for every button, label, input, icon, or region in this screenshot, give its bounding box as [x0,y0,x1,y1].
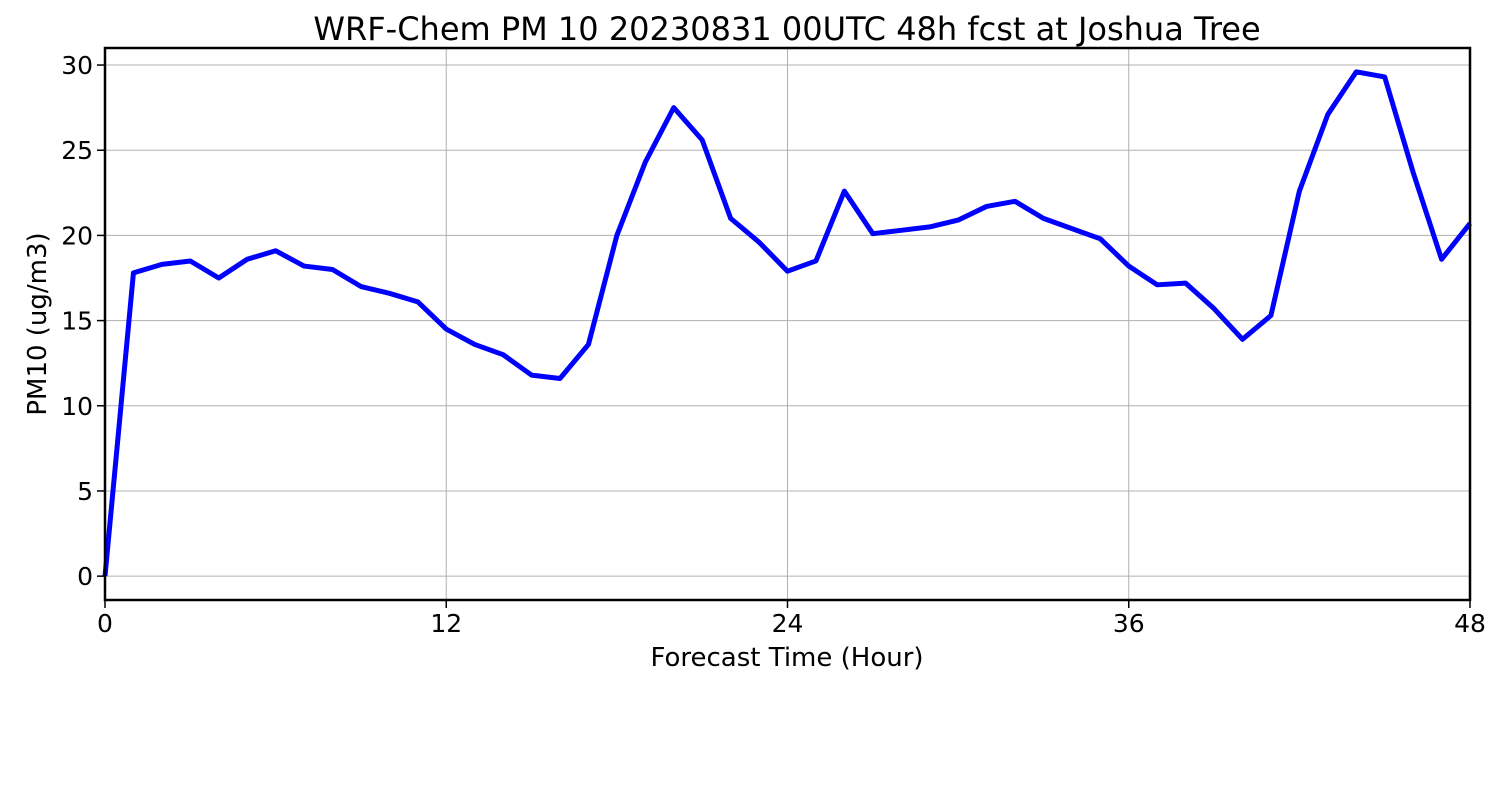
x-tick-label: 24 [772,609,804,638]
chart-title: WRF-Chem PM 10 20230831 00UTC 48h fcst a… [313,10,1260,48]
x-axis-label: Forecast Time (Hour) [650,643,923,673]
series-line [102,69,1472,577]
y-tick-label: 15 [61,307,93,336]
y-tick-label: 25 [61,136,93,165]
y-tick-label: 0 [77,562,93,591]
y-tick-label: 20 [61,221,93,250]
series-layer [102,69,1472,577]
y-axis-label: PM10 (ug/m3) [23,232,53,415]
y-tick-label: 5 [77,477,93,506]
y-tick-label: 10 [61,392,93,421]
x-tick-label: 0 [97,609,113,638]
x-tick-label: 48 [1454,609,1486,638]
y-tick-label: 30 [61,51,93,80]
tick-labels: 0 12 24 36 48 0 5 10 15 20 25 30 [61,51,1486,638]
tick-marks [97,64,1471,608]
x-tick-label: 12 [430,609,462,638]
x-tick-label: 36 [1113,609,1145,638]
